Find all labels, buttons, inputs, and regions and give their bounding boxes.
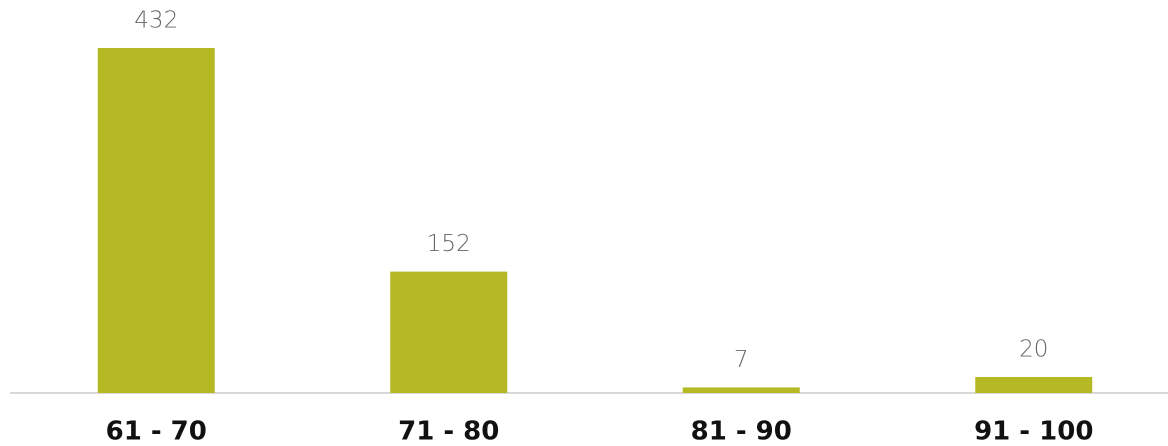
bar <box>975 377 1093 393</box>
value-label: 432 <box>134 8 178 34</box>
value-label: 7 <box>734 347 749 373</box>
bar <box>97 48 215 393</box>
value-label: 152 <box>427 231 471 257</box>
x-tick-label: 61 - 70 <box>106 417 207 446</box>
bar <box>390 271 508 393</box>
bar <box>682 387 800 393</box>
x-tick-label: 91 - 100 <box>974 417 1093 446</box>
value-label: 20 <box>1019 337 1048 363</box>
x-tick-label: 71 - 80 <box>398 417 499 446</box>
x-tick-label: 81 - 90 <box>691 417 792 446</box>
